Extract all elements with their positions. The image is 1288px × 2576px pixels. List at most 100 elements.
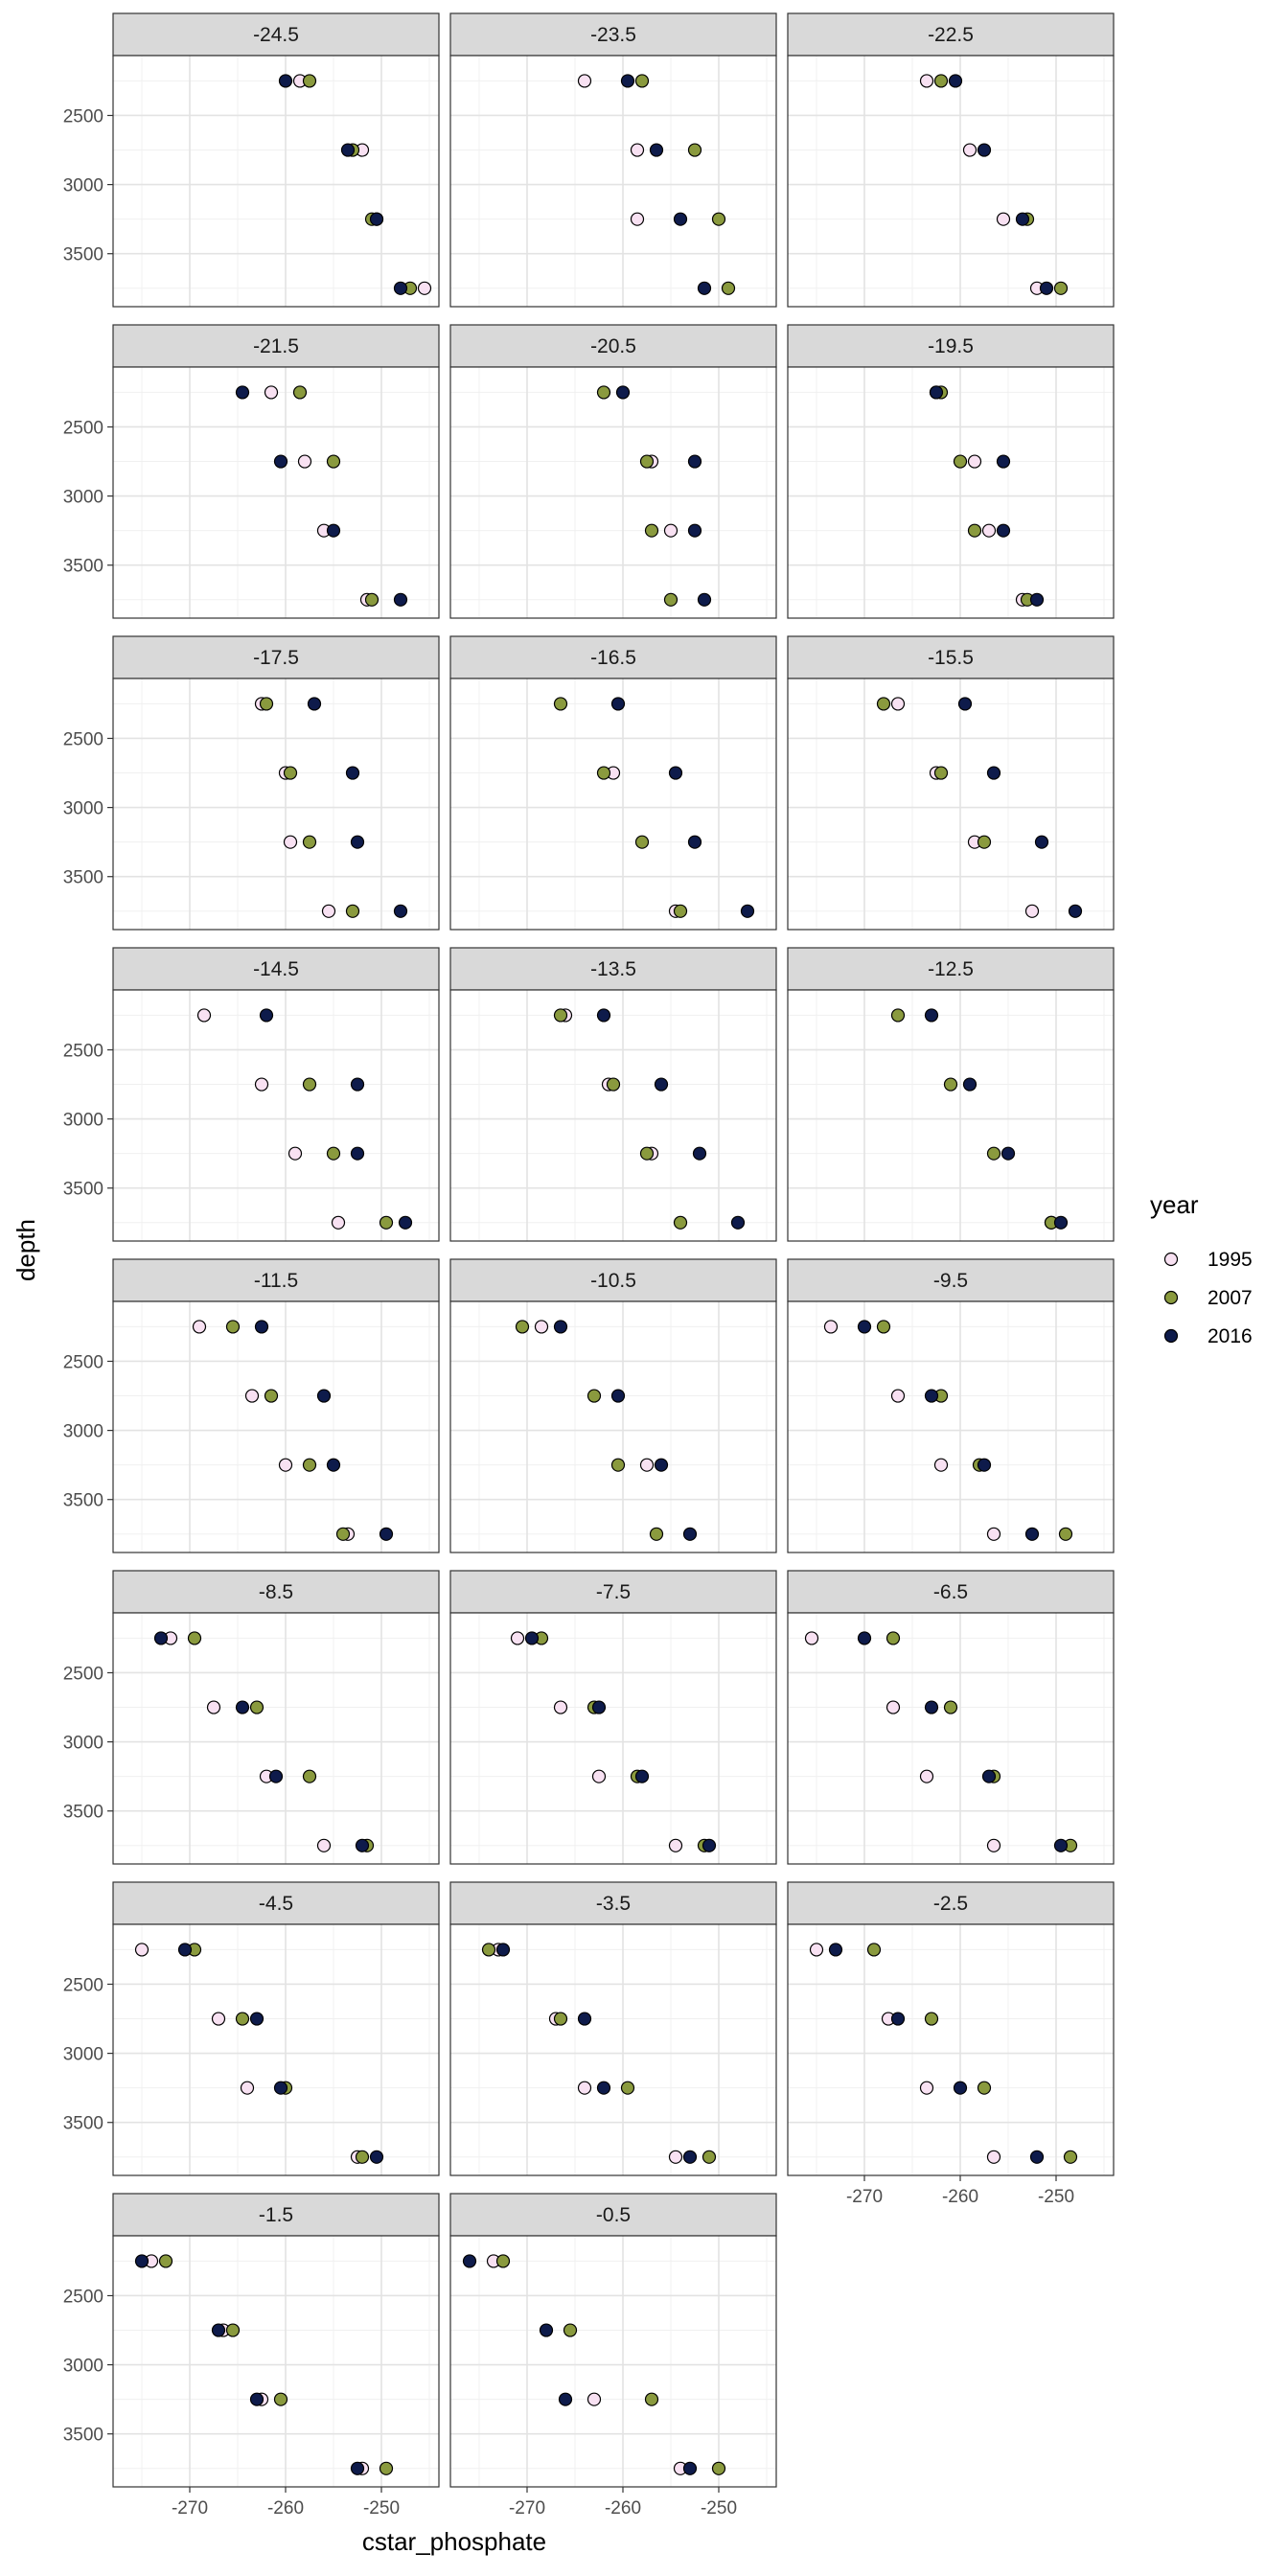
panel-background: [113, 2236, 439, 2487]
legend-label: 2016: [1208, 1325, 1253, 1347]
data-point-2007: [644, 523, 659, 538]
y-tick-label: 2500: [63, 2287, 104, 2307]
gridlines: [450, 1613, 776, 1864]
data-point-2007: [924, 2012, 939, 2026]
data-point-2007: [943, 1077, 958, 1092]
data-point-2016: [857, 1320, 872, 1334]
data-point-1995: [553, 1700, 568, 1714]
data-point-1995: [986, 2150, 1001, 2164]
facet-label: -19.5: [928, 335, 974, 357]
data-point-1995: [321, 904, 336, 918]
data-point-2016: [1053, 1838, 1069, 1852]
data-point-1995: [986, 1527, 1001, 1541]
facet-strip: [787, 12, 1115, 57]
data-point-2016: [654, 1077, 669, 1092]
gridlines: [450, 1924, 776, 2175]
data-point-1995: [196, 1008, 212, 1023]
facet-strip: [787, 1570, 1115, 1614]
facet-strip: [787, 1881, 1115, 1925]
panel-background: [450, 56, 776, 307]
data-point-2016: [134, 2254, 150, 2268]
data-point-2007: [302, 835, 317, 849]
data-point-1995: [288, 1146, 303, 1161]
panel-background: [113, 1924, 439, 2175]
panel-border: [449, 2235, 777, 2488]
data-point-2016: [1024, 1527, 1040, 1541]
data-point-1995: [591, 1769, 607, 1783]
data-point-2016: [350, 1077, 365, 1092]
facet-label: -12.5: [928, 958, 974, 980]
facet-panel: -9.5: [787, 1258, 1115, 1553]
gridlines: [113, 678, 439, 930]
panel-border: [449, 366, 777, 619]
facet-strip: [787, 947, 1115, 991]
data-point-2007: [634, 835, 650, 849]
data-point-2007: [283, 766, 298, 780]
data-point-2007: [1053, 281, 1069, 295]
data-point-2016: [462, 2254, 477, 2268]
data-point-2016: [369, 212, 384, 226]
panel-background: [788, 367, 1114, 618]
data-point-2016: [369, 2150, 384, 2164]
y-tick-label: 3500: [63, 1180, 104, 1200]
panel-border: [787, 678, 1115, 931]
data-point-1995: [577, 2081, 592, 2095]
legend-label: 2007: [1208, 1287, 1253, 1309]
data-point-2016: [345, 766, 360, 780]
facet-panel: -7.5: [449, 1570, 777, 1865]
data-point-2016: [1039, 281, 1054, 295]
panel-background: [113, 56, 439, 307]
panel-border: [112, 989, 440, 1242]
gridlines: [450, 367, 776, 618]
facet-label: -17.5: [253, 647, 299, 669]
data-point-2007: [866, 1943, 882, 1957]
gridlines: [113, 990, 439, 1241]
data-point-2007: [345, 904, 360, 918]
data-point-2016: [340, 143, 356, 157]
data-point-1995: [668, 2150, 683, 2164]
data-point-2016: [682, 2461, 698, 2475]
facet-label: -7.5: [596, 1581, 631, 1603]
data-point-2016: [398, 1215, 413, 1230]
data-point-2016: [254, 1320, 269, 1334]
facet-panel: -16.5: [449, 635, 777, 931]
data-point-2007: [610, 1458, 626, 1472]
facet-panel: -12.5: [787, 947, 1115, 1242]
data-point-2016: [948, 74, 963, 88]
panel-border: [449, 678, 777, 931]
gridlines: [788, 56, 1114, 307]
panel-border: [112, 1300, 440, 1553]
y-tick-label: 3000: [63, 1734, 104, 1754]
data-point-2016: [273, 2081, 288, 2095]
y-tick-label: 3000: [63, 799, 104, 819]
y-tick-label: 3500: [63, 2114, 104, 2134]
data-point-2016: [692, 1146, 707, 1161]
data-point-2016: [350, 1146, 365, 1161]
data-point-2007: [886, 1631, 901, 1645]
facet-label: -13.5: [590, 958, 636, 980]
facet-label: -21.5: [253, 335, 299, 357]
data-point-1995: [1024, 904, 1040, 918]
data-point-2007: [259, 697, 274, 711]
data-point-2016: [393, 904, 408, 918]
y-tick-label: 3000: [63, 176, 104, 196]
data-point-2007: [326, 454, 341, 469]
data-point-1995: [639, 1458, 655, 1472]
x-tick-label: -270: [172, 2498, 208, 2518]
data-point-1995: [192, 1320, 207, 1334]
data-point-2016: [924, 1389, 939, 1403]
y-tick-label: 3500: [63, 2426, 104, 2446]
data-point-2016: [350, 2461, 365, 2475]
facet-strip: [449, 1570, 777, 1614]
data-point-2016: [307, 697, 322, 711]
data-point-2016: [211, 2323, 226, 2337]
data-point-2007: [379, 2461, 394, 2475]
data-point-2007: [379, 1215, 394, 1230]
facet-strip: [449, 324, 777, 368]
facet-label: -11.5: [254, 1270, 298, 1292]
data-point-2016: [986, 766, 1001, 780]
data-point-1995: [919, 74, 934, 88]
x-tick-label: -260: [942, 2187, 978, 2207]
data-point-2016: [596, 1008, 611, 1023]
data-point-2016: [379, 1527, 394, 1541]
